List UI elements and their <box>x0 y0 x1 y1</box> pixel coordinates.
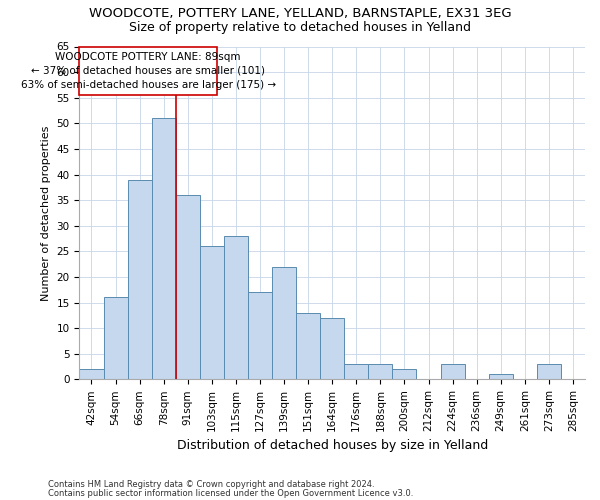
Bar <box>200 246 224 380</box>
Bar <box>489 374 513 380</box>
Bar <box>344 364 368 380</box>
Bar <box>368 364 392 380</box>
Bar <box>104 298 128 380</box>
X-axis label: Distribution of detached houses by size in Yelland: Distribution of detached houses by size … <box>176 440 488 452</box>
Bar <box>320 318 344 380</box>
Text: WOODCOTE POTTERY LANE: 89sqm
← 37% of detached houses are smaller (101)
63% of s: WOODCOTE POTTERY LANE: 89sqm ← 37% of de… <box>20 52 275 90</box>
Text: Contains HM Land Registry data © Crown copyright and database right 2024.: Contains HM Land Registry data © Crown c… <box>48 480 374 489</box>
Bar <box>176 195 200 380</box>
Text: Contains public sector information licensed under the Open Government Licence v3: Contains public sector information licen… <box>48 489 413 498</box>
FancyBboxPatch shape <box>79 46 217 95</box>
Bar <box>79 369 104 380</box>
Bar <box>128 180 152 380</box>
Bar <box>152 118 176 380</box>
Text: Size of property relative to detached houses in Yelland: Size of property relative to detached ho… <box>129 21 471 34</box>
Text: WOODCOTE, POTTERY LANE, YELLAND, BARNSTAPLE, EX31 3EG: WOODCOTE, POTTERY LANE, YELLAND, BARNSTA… <box>89 8 511 20</box>
Bar <box>392 369 416 380</box>
Bar <box>537 364 561 380</box>
Bar <box>248 292 272 380</box>
Bar <box>224 236 248 380</box>
Bar <box>296 313 320 380</box>
Bar <box>440 364 464 380</box>
Y-axis label: Number of detached properties: Number of detached properties <box>41 125 51 300</box>
Bar <box>272 266 296 380</box>
